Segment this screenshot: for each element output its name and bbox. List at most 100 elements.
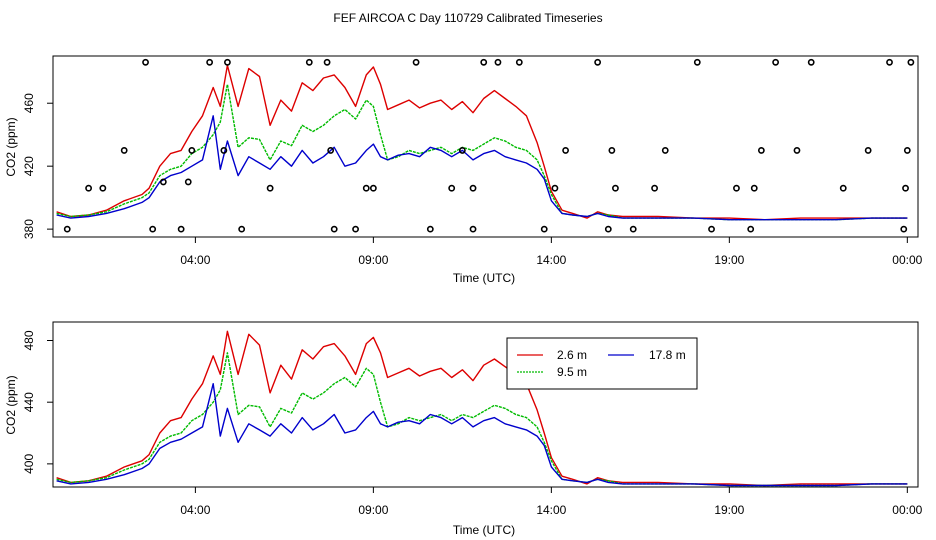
x-tick-label: 04:00 (180, 503, 210, 517)
series-line-17-8-m (56, 115, 908, 221)
y-tick-label: 480 (22, 330, 36, 350)
data-point (177, 225, 185, 233)
y-tick-label: 420 (22, 156, 36, 176)
data-point (159, 178, 167, 186)
panel-top: 04:00 09:00 14:00 19:00 00:00 380 420 460 Time… (4, 55, 923, 285)
data-point (494, 58, 502, 66)
data-point (220, 147, 228, 154)
data-point (900, 225, 908, 233)
points-top (63, 58, 915, 233)
x-axis-label-top: Time (UTC) (453, 271, 515, 285)
data-point (562, 147, 569, 154)
y-tick-label: 380 (22, 219, 36, 239)
data-point (515, 58, 523, 66)
y-tick-labels-bottom: 400 440 480 (22, 330, 36, 474)
data-point (733, 184, 740, 192)
x-tick-label: 04:00 (180, 253, 210, 267)
legend: 2.6 m 17.8 m 9.5 m (506, 337, 698, 390)
data-point (594, 58, 602, 66)
data-point (604, 225, 612, 233)
data-point (362, 184, 370, 192)
figure-title: FEF AIRCOA C Day 110729 Calibrated Times… (333, 11, 602, 25)
x-tick-label: 09:00 (358, 503, 388, 517)
data-point (708, 225, 715, 233)
data-point (469, 225, 477, 233)
y-tick-label: 460 (22, 93, 36, 113)
data-point (693, 58, 701, 66)
data-point (750, 184, 758, 192)
data-point (266, 184, 274, 192)
data-point (238, 225, 246, 233)
legend-label-9-5m: 9.5 m (557, 365, 587, 379)
series-line-17-8-m (56, 383, 908, 487)
data-point (63, 225, 71, 233)
data-point (426, 225, 434, 233)
data-point (807, 58, 815, 66)
series-line-9-5-m (56, 83, 908, 221)
data-point (902, 184, 909, 192)
data-point (184, 178, 192, 186)
data-point (480, 58, 488, 66)
x-tick-labels-bottom: 04:00 09:00 14:00 19:00 00:00 (180, 503, 922, 517)
x-tick-label: 00:00 (892, 253, 922, 267)
data-point (886, 58, 893, 66)
data-point (608, 147, 616, 154)
x-tick-label: 14:00 (536, 253, 566, 267)
data-point (149, 225, 157, 233)
x-tick-label: 09:00 (358, 253, 388, 267)
data-point (661, 147, 669, 154)
panel-bottom: 04:00 09:00 14:00 19:00 00:00 400 440 480 Time… (4, 321, 923, 537)
data-point (458, 147, 466, 154)
series-line-2-6-m (56, 64, 908, 221)
x-tick-label: 19:00 (714, 503, 744, 517)
data-point (907, 58, 915, 66)
data-point (412, 58, 420, 66)
data-point (747, 225, 755, 233)
data-point (448, 184, 456, 192)
data-point (224, 58, 231, 66)
data-point (142, 58, 149, 66)
plot-frame-bottom (52, 321, 919, 488)
data-point (323, 58, 331, 66)
data-point (206, 58, 214, 66)
legend-label-17-8m: 17.8 m (649, 348, 686, 362)
data-point (839, 184, 847, 192)
data-point (864, 147, 872, 154)
y-tick-label: 440 (22, 392, 36, 412)
y-tick-labels-top: 380 420 460 (22, 93, 36, 239)
data-point (369, 184, 377, 192)
x-tick-label: 14:00 (536, 503, 566, 517)
data-point (85, 184, 92, 192)
data-point (903, 147, 911, 154)
data-point (651, 184, 658, 192)
data-point (540, 225, 548, 233)
x-tick-labels-top: 04:00 09:00 14:00 19:00 00:00 (180, 253, 922, 267)
legend-box (506, 337, 698, 390)
data-point (793, 147, 801, 154)
x-tick-label: 19:00 (714, 253, 744, 267)
x-axis-label-bottom: Time (UTC) (453, 523, 515, 537)
data-point (188, 147, 196, 154)
y-axis-label-bottom: CO2 (ppm) (4, 375, 18, 434)
plot-frame-top (52, 55, 919, 238)
y-tick-label: 400 (22, 454, 36, 474)
y-axis-label-top: CO2 (ppm) (4, 117, 18, 176)
data-point (330, 225, 338, 233)
series-lines-bottom (56, 330, 908, 487)
legend-label-2-6m: 2.6 m (557, 348, 587, 362)
data-point (327, 147, 335, 154)
data-point (629, 225, 637, 233)
axis-ticks-bottom (47, 340, 908, 493)
data-point (757, 147, 765, 154)
data-point (612, 184, 619, 192)
series-line-9-5-m (56, 352, 908, 487)
series-line-2-6-m (56, 330, 908, 487)
data-point (469, 184, 477, 192)
data-point (99, 184, 107, 192)
data-point (305, 58, 313, 66)
data-point (772, 58, 780, 66)
data-point (551, 184, 559, 192)
axis-ticks-top (47, 102, 908, 243)
series-lines-top (56, 64, 908, 221)
